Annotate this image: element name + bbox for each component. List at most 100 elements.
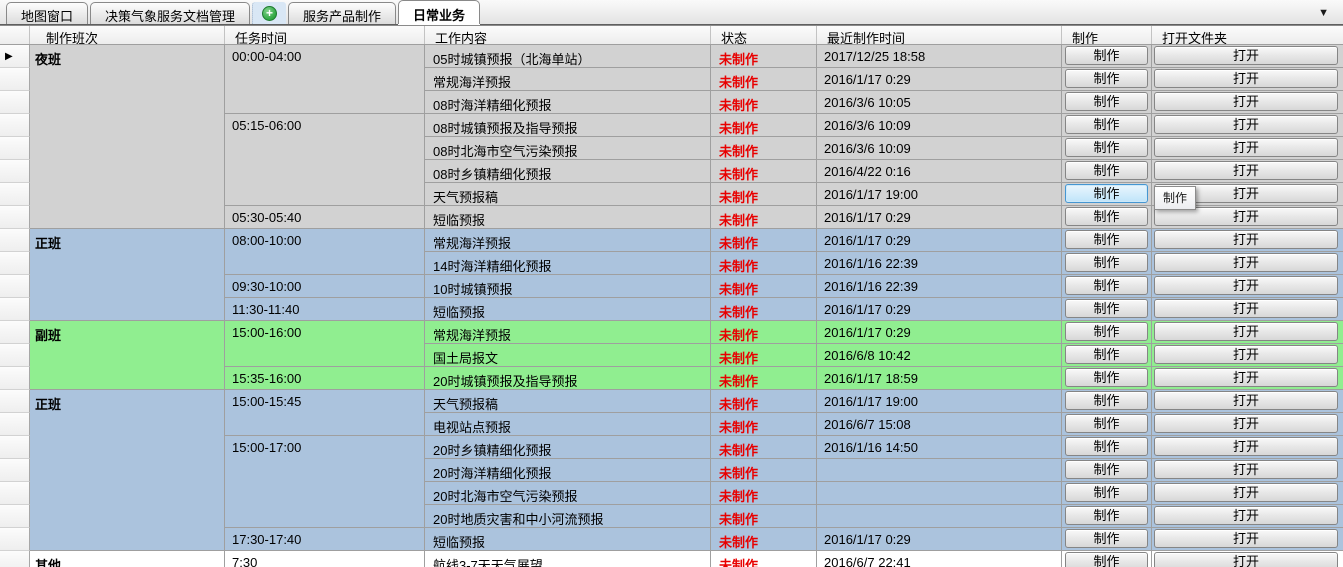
row-header-cell[interactable] [0, 206, 30, 229]
tab-list-dropdown-icon[interactable]: ▼ [1318, 7, 1329, 19]
make-button[interactable]: 制作 [1065, 529, 1148, 548]
open-folder-button[interactable]: 打开 [1154, 46, 1338, 65]
row-header-column: ▶ [0, 45, 30, 567]
make-button[interactable]: 制作 [1065, 115, 1148, 134]
row-header-cell[interactable] [0, 91, 30, 114]
row-header-cell[interactable] [0, 367, 30, 390]
row-header-cell[interactable] [0, 321, 30, 344]
open-folder-button[interactable]: 打开 [1154, 345, 1338, 364]
open-folder-button[interactable]: 打开 [1154, 506, 1338, 525]
open-folder-button[interactable]: 打开 [1154, 207, 1338, 226]
add-tab-button[interactable]: + [252, 2, 287, 24]
row-header-cell[interactable] [0, 436, 30, 459]
open-folder-button[interactable]: 打开 [1154, 92, 1338, 111]
make-button[interactable]: 制作 [1065, 138, 1148, 157]
row-header-cell[interactable] [0, 551, 30, 567]
row-header-cell[interactable] [0, 114, 30, 137]
make-button[interactable]: 制作 [1065, 437, 1148, 456]
work-content-cell: 20时城镇预报及指导预报 [425, 367, 711, 390]
row-header-cell[interactable] [0, 528, 30, 551]
make-button[interactable]: 制作 [1065, 299, 1148, 318]
open-folder-button[interactable]: 打开 [1154, 529, 1338, 548]
open-cell: 打开 [1152, 505, 1343, 528]
last-made-time-cell: 2016/4/22 0:16 [817, 160, 1062, 183]
open-folder-button[interactable]: 打开 [1154, 138, 1338, 157]
time-group: 00:00-04:00 05时城镇预报（北海单站） 未制作 2017/12/25 18… [225, 45, 1343, 114]
row-header-cell[interactable] [0, 344, 30, 367]
open-folder-button[interactable]: 打开 [1154, 414, 1338, 433]
row-header-cell[interactable]: ▶ [0, 45, 30, 68]
time-group: 15:00-17:00 20时乡镇精细化预报 未制作 2016/1/16 14:50 制… [225, 436, 1343, 528]
row-header-cell[interactable] [0, 413, 30, 436]
make-cell: 制作 [1062, 183, 1152, 206]
open-folder-button[interactable]: 打开 [1154, 483, 1338, 502]
tab-service-product-production[interactable]: 服务产品制作 [288, 2, 397, 24]
table-header: 制作班次 任务时间 工作内容 状态 最近制作时间 制作 打开文件夹 [0, 25, 1343, 45]
open-folder-button[interactable]: 打开 [1154, 368, 1338, 387]
row-header-cell[interactable] [0, 137, 30, 160]
row-header-cell[interactable] [0, 252, 30, 275]
row-header-cell[interactable] [0, 68, 30, 91]
make-button[interactable]: 制作 [1065, 46, 1148, 65]
make-button[interactable]: 制作 [1065, 207, 1148, 226]
open-folder-button[interactable]: 打开 [1154, 230, 1338, 249]
open-cell: 打开 [1152, 45, 1343, 68]
make-button[interactable]: 制作 [1065, 253, 1148, 272]
row-header-cell[interactable] [0, 275, 30, 298]
shift-section: 正班 15:00-15:45 天气预报稿 未制作 2016/1/17 19:00 制作 打开… [30, 390, 1343, 551]
open-folder-button[interactable]: 打开 [1154, 460, 1338, 479]
table-row: 常规海洋预报 未制作 2016/1/17 0:29 制作 打开 [425, 229, 1343, 252]
make-button[interactable]: 制作 [1065, 414, 1148, 433]
open-folder-button[interactable]: 打开 [1154, 253, 1338, 272]
make-button[interactable]: 制作 [1065, 69, 1148, 88]
open-folder-button[interactable]: 打开 [1154, 161, 1338, 180]
make-cell: 制作 [1062, 45, 1152, 68]
open-folder-button[interactable]: 打开 [1154, 552, 1338, 567]
last-made-time-cell [817, 505, 1062, 528]
header-shift: 制作班次 [30, 26, 225, 44]
tab-daily-business[interactable]: 日常业务 [398, 0, 481, 24]
row-header-cell[interactable] [0, 183, 30, 206]
row-header-cell[interactable] [0, 160, 30, 183]
make-button[interactable]: 制作 [1065, 552, 1148, 567]
open-folder-button[interactable]: 打开 [1154, 69, 1338, 88]
row-header-cell[interactable] [0, 390, 30, 413]
last-made-time-cell: 2017/12/25 18:58 [817, 45, 1062, 68]
make-button[interactable]: 制作 [1065, 460, 1148, 479]
make-button[interactable]: 制作 [1065, 506, 1148, 525]
make-cell: 制作 [1062, 252, 1152, 275]
table-row: 08时乡镇精细化预报 未制作 2016/4/22 0:16 制作 打开 [425, 160, 1343, 183]
make-button[interactable]: 制作 [1065, 368, 1148, 387]
groups-column: 00:00-04:00 05时城镇预报（北海单站） 未制作 2017/12/25 18… [225, 45, 1343, 229]
work-content-cell: 05时城镇预报（北海单站） [425, 45, 711, 68]
row-header-cell[interactable] [0, 505, 30, 528]
make-button[interactable]: 制作 [1065, 322, 1148, 341]
make-button[interactable]: 制作 [1065, 276, 1148, 295]
make-button[interactable]: 制作 [1065, 483, 1148, 502]
make-button[interactable]: 制作 [1065, 184, 1148, 203]
tab-decision-doc-management[interactable]: 决策气象服务文档管理 [90, 2, 251, 24]
open-cell: 打开 [1152, 482, 1343, 505]
make-button[interactable]: 制作 [1065, 391, 1148, 410]
make-button[interactable]: 制作 [1065, 230, 1148, 249]
make-button[interactable]: 制作 [1065, 161, 1148, 180]
make-button[interactable]: 制作 [1065, 92, 1148, 111]
row-header-cell[interactable] [0, 482, 30, 505]
table-row: 20时海洋精细化预报 未制作 制作 打开 [425, 459, 1343, 482]
open-folder-button[interactable]: 打开 [1154, 184, 1338, 203]
open-folder-button[interactable]: 打开 [1154, 437, 1338, 456]
open-folder-button[interactable]: 打开 [1154, 276, 1338, 295]
open-folder-button[interactable]: 打开 [1154, 115, 1338, 134]
row-header-cell[interactable] [0, 298, 30, 321]
open-cell: 打开 [1152, 206, 1343, 229]
open-folder-button[interactable]: 打开 [1154, 391, 1338, 410]
open-folder-button[interactable]: 打开 [1154, 299, 1338, 318]
open-cell: 打开 [1152, 344, 1343, 367]
row-header-cell[interactable] [0, 229, 30, 252]
make-button[interactable]: 制作 [1065, 345, 1148, 364]
tab-map-window[interactable]: 地图窗口 [6, 2, 89, 24]
last-made-time-cell: 2016/1/16 22:39 [817, 275, 1062, 298]
open-folder-button[interactable]: 打开 [1154, 322, 1338, 341]
table-row: 国土局报文 未制作 2016/6/8 10:42 制作 打开 [425, 344, 1343, 367]
row-header-cell[interactable] [0, 459, 30, 482]
